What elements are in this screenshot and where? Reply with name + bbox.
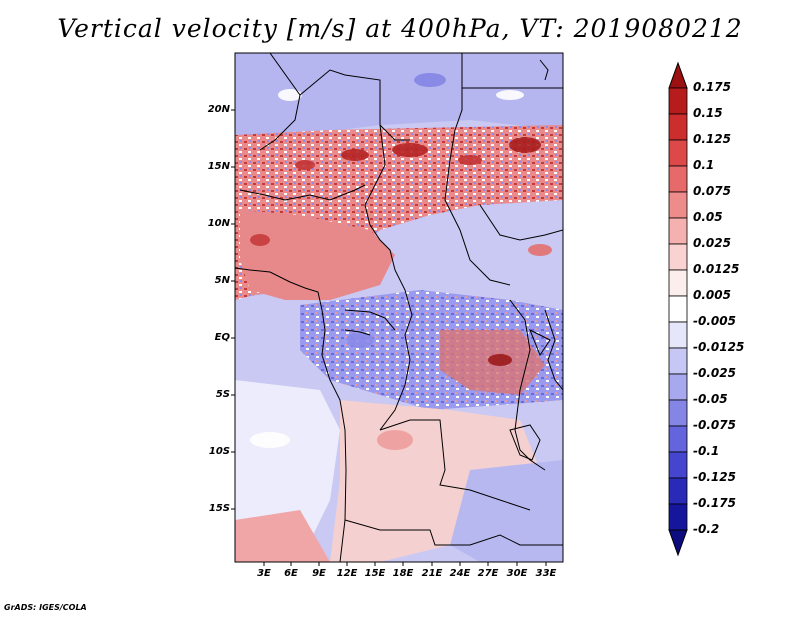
colorbar-swatch	[668, 191, 688, 219]
colorbar-max-arrow	[668, 61, 688, 89]
lat-label-5s: 5S	[215, 389, 230, 400]
colorbar-swatch	[668, 399, 688, 427]
lat-label-5n: 5N	[214, 275, 230, 286]
lon-label-18e: 18E	[392, 568, 414, 579]
lat-label-10s: 10S	[208, 446, 230, 457]
lon-label-6e: 6E	[284, 568, 298, 579]
lon-label-12e: 12E	[336, 568, 358, 579]
country-borders	[235, 53, 563, 562]
colorbar-level-label: 0.15	[693, 106, 723, 120]
colorbar-level-label: 0.175	[693, 80, 731, 94]
lon-label-15e: 15E	[364, 568, 386, 579]
lat-label-15s: 15S	[208, 503, 230, 514]
colorbar-swatch	[668, 451, 688, 479]
colorbar-level-label: -0.075	[693, 418, 736, 432]
lon-label-3e: 3E	[257, 568, 271, 579]
colorbar-level-label: 0.025	[693, 236, 731, 250]
region-west-africa-updraft	[240, 210, 395, 300]
region-sahara-north	[235, 53, 563, 140]
colorbar-swatch	[668, 373, 688, 401]
lat-label-eq: EQ	[214, 332, 230, 343]
colorbar-level-label: -0.2	[693, 522, 720, 536]
colorbar-level-label: -0.125	[693, 470, 736, 484]
colorbar-swatch	[668, 347, 688, 375]
map-panel	[231, 52, 564, 566]
colorbar-level-label: 0.1	[693, 158, 715, 172]
colorbar-swatch	[668, 87, 688, 115]
lat-label-15n: 15N	[207, 161, 230, 172]
lat-label-20n: 20N	[207, 104, 230, 115]
colorbar-level-label: -0.005	[693, 314, 736, 328]
colorbar-swatch	[668, 165, 688, 193]
colorbar-swatch	[668, 269, 688, 297]
colorbar-min-arrow	[668, 529, 688, 557]
colorbar-swatch	[668, 113, 688, 141]
colorbar-level-label: 0.0125	[693, 262, 740, 276]
colorbar-level-label: -0.175	[693, 496, 736, 510]
colorbar-level-label: 0.125	[693, 132, 731, 146]
region-southern-downdraft	[450, 460, 563, 562]
lon-label-27e: 27E	[477, 568, 499, 579]
colorbar-level-label: 0.005	[693, 288, 731, 302]
colorbar-swatch	[668, 139, 688, 167]
lon-label-33e: 33E	[535, 568, 557, 579]
colorbar-swatch	[668, 217, 688, 245]
region-sw-updraft	[235, 510, 330, 562]
colorbar-level-label: -0.05	[693, 392, 728, 406]
grads-credit: GrADS: IGES/COLA	[4, 603, 87, 612]
lon-label-9e: 9E	[312, 568, 326, 579]
colorbar-swatch	[668, 243, 688, 271]
colorbar-swatch	[668, 477, 688, 505]
colorbar-level-label: 0.05	[693, 210, 723, 224]
map-title: Vertical velocity [m/s] at 400hPa, VT: 2…	[57, 14, 743, 43]
colorbar	[668, 61, 688, 557]
colorbar-level-label: 0.075	[693, 184, 731, 198]
colorbar-level-label: -0.0125	[693, 340, 745, 354]
lon-label-30e: 30E	[506, 568, 528, 579]
lat-label-10n: 10N	[207, 218, 230, 229]
colorbar-swatch	[668, 295, 688, 323]
colorbar-level-label: -0.025	[693, 366, 736, 380]
lon-label-21e: 21E	[421, 568, 443, 579]
colorbar-swatch	[668, 503, 688, 531]
convective-cells	[250, 73, 552, 450]
colorbar-swatch	[668, 425, 688, 453]
lon-label-24e: 24E	[449, 568, 471, 579]
colorbar-level-label: -0.1	[693, 444, 720, 458]
colorbar-swatch	[668, 321, 688, 349]
